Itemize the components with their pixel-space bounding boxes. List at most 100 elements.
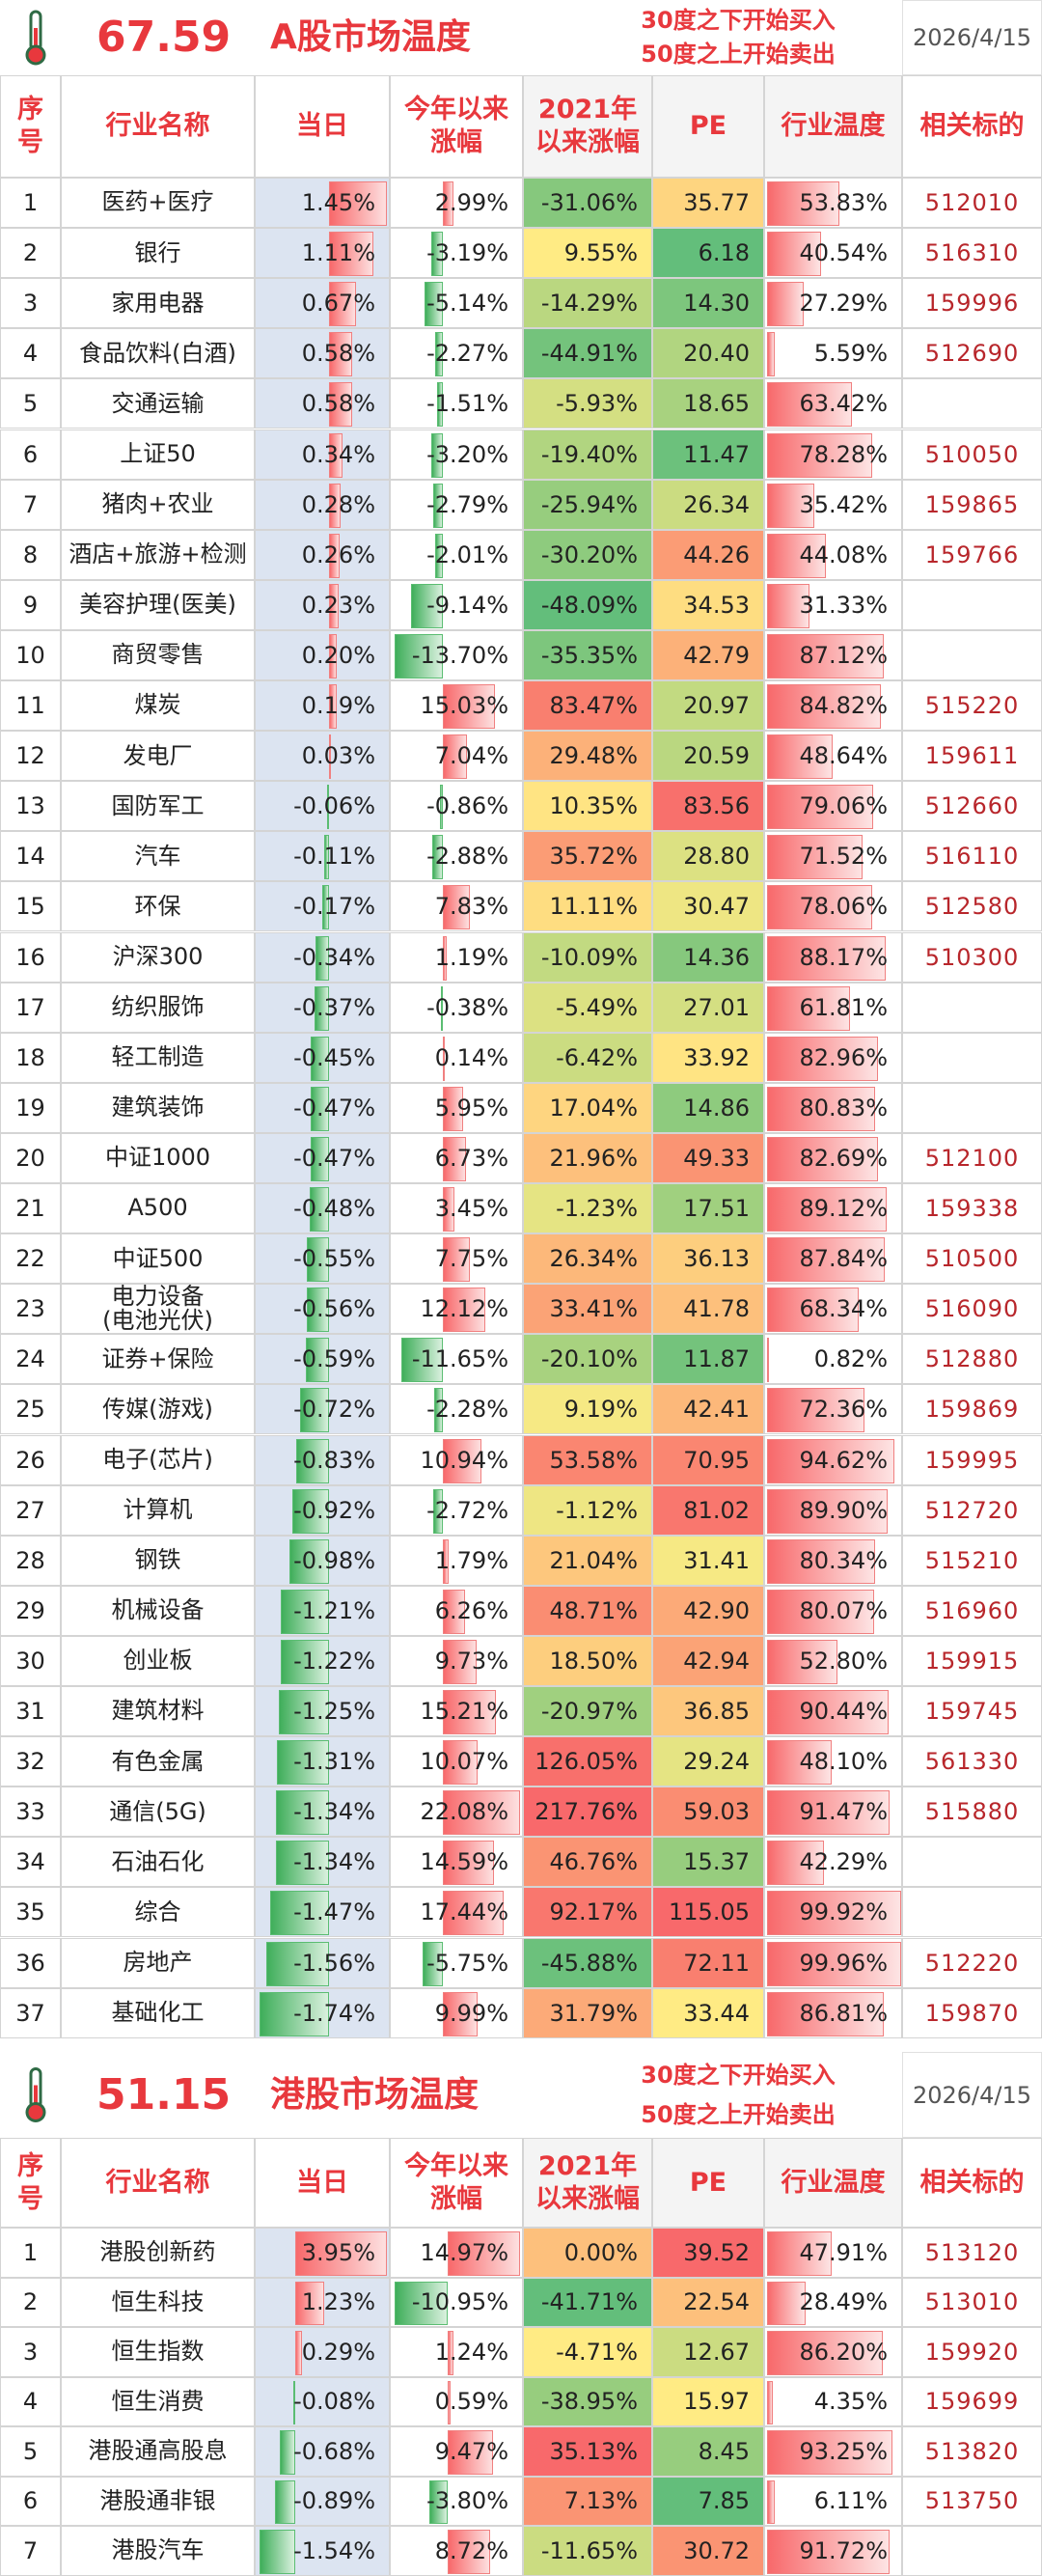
negative-bar [307, 1237, 329, 1283]
temperature-bar [767, 1388, 864, 1433]
industry-temperature: 82.69% [764, 1132, 902, 1183]
cell-text: 44.08% [799, 540, 888, 568]
since-2021-change: -1.23% [523, 1183, 652, 1234]
cell-text: 20.59 [683, 742, 750, 770]
pe: 42.41 [652, 1384, 764, 1435]
daily-change: 0.58% [255, 378, 390, 429]
related-fund: 513750 [902, 2476, 1042, 2526]
negative-bar [425, 282, 443, 327]
pe: 34.53 [652, 579, 764, 630]
cell-text: 78.06% [799, 893, 888, 921]
related-fund: 516310 [902, 228, 1042, 279]
related-fund [902, 2526, 1042, 2576]
cell-text: 9.99% [434, 1999, 508, 2027]
cell-text: -2.27% [426, 340, 508, 368]
industry-name: 恒生消费 [61, 2376, 255, 2426]
industry-name: 基础化工 [61, 1987, 255, 2038]
cell-text: 1.79% [434, 1546, 508, 1574]
cell-text: 34 [15, 1848, 45, 1876]
pe: 11.47 [652, 429, 764, 480]
pe: 39.52 [652, 2228, 764, 2278]
since-2021-change: -6.42% [523, 1032, 652, 1083]
row-number: 37 [0, 1987, 61, 2038]
cell-text: -44.91% [540, 340, 638, 368]
cell-text: 交通运输 [111, 389, 205, 417]
header-cell: 相关标的 [902, 75, 1042, 178]
cell-text: 行业温度 [781, 111, 886, 142]
negative-bar [280, 1639, 329, 1684]
cell-text: 515210 [924, 1546, 1020, 1574]
since-2021-change: 18.50% [523, 1635, 652, 1686]
cell-text: -0.47% [293, 1144, 375, 1172]
cell-text: 1.45% [301, 189, 375, 217]
daily-change: 0.28% [255, 479, 390, 530]
cell-text: 14.59% [420, 1848, 508, 1876]
ytd-change: -0.38% [390, 982, 523, 1033]
industry-temperature: 4.35% [764, 2376, 902, 2426]
positive-bar [447, 2231, 520, 2276]
positive-bar [442, 935, 448, 981]
related-fund: 512880 [902, 1334, 1042, 1385]
cell-text: 159870 [924, 1999, 1020, 2027]
pe: 7.85 [652, 2476, 764, 2526]
cell-text: -14.29% [540, 290, 638, 318]
cell-text: 29.48% [549, 742, 638, 770]
pe: 33.92 [652, 1032, 764, 1083]
cell-text: -0.86% [426, 792, 508, 820]
cell-text: 159869 [924, 1396, 1020, 1424]
cell-text: 钢铁 [134, 1546, 181, 1574]
daily-change: -0.06% [255, 781, 390, 832]
positive-bar [442, 1991, 479, 2036]
industry-name: 港股汽车 [61, 2526, 255, 2576]
market-title: A股市场温度 [270, 0, 471, 75]
pe: 11.87 [652, 1334, 764, 1385]
cell-text: 4 [22, 2388, 39, 2416]
positive-bar [447, 2430, 494, 2475]
cell-text: 513010 [924, 2288, 1020, 2316]
related-fund: 516110 [902, 831, 1042, 882]
cell-text: 99.96% [799, 1949, 888, 1977]
since-2021-change: 21.96% [523, 1132, 652, 1183]
related-fund [902, 982, 1042, 1033]
cell-text: -1.51% [426, 390, 508, 418]
cell-text: 18 [15, 1043, 45, 1071]
industry-temperature: 48.64% [764, 731, 902, 782]
cell-text: 25 [15, 1396, 45, 1424]
related-fund: 515220 [902, 680, 1042, 732]
negative-bar [280, 1589, 329, 1634]
daily-change: 1.23% [255, 2277, 390, 2327]
positive-bar [442, 181, 453, 227]
header-cell: 行业名称 [61, 2138, 255, 2228]
pe: 15.97 [652, 2376, 764, 2426]
cell-text: 30度之下开始买入 [641, 7, 836, 34]
cell-text: -5.14% [426, 290, 508, 318]
pe: 8.45 [652, 2426, 764, 2477]
pe: 35.77 [652, 178, 764, 229]
cell-text: 今年以来 涨幅 [404, 2150, 508, 2214]
cell-text: 9.55% [563, 239, 638, 267]
cell-text: -20.97% [540, 1698, 638, 1726]
cell-text: 3.95% [301, 2238, 375, 2266]
related-fund: 512100 [902, 1132, 1042, 1183]
ytd-change: 1.24% [390, 2327, 523, 2377]
date: 2026/4/15 [902, 2052, 1042, 2138]
daily-change: 0.58% [255, 328, 390, 379]
cell-text: 513820 [924, 2437, 1020, 2465]
cell-text: 72.36% [799, 1396, 888, 1424]
cell-text: 86.81% [799, 1999, 888, 2027]
temperature-bar [767, 1488, 888, 1534]
since-2021-change: 35.13% [523, 2426, 652, 2477]
cell-text: 72.11 [683, 1949, 750, 1977]
cell-text: 12 [15, 742, 45, 770]
temperature-bar [767, 1288, 859, 1333]
positive-bar [329, 282, 356, 327]
negative-bar [314, 985, 329, 1031]
cell-text: 94.62% [799, 1446, 888, 1474]
header-cell: PE [652, 75, 764, 178]
cell-text: 28.49% [799, 2288, 888, 2316]
header-cell: PE [652, 2138, 764, 2228]
negative-bar [395, 2281, 448, 2325]
since-2021-change: 10.35% [523, 781, 652, 832]
note-line: 30度之下开始买入 [579, 2056, 897, 2095]
cell-text: 纺织服饰 [111, 993, 205, 1021]
